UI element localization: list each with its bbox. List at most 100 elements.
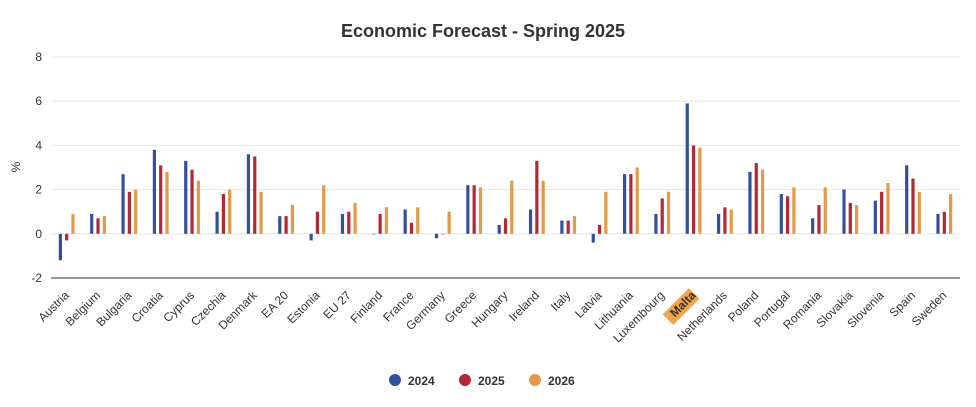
bar-2024-lithuania[interactable] xyxy=(622,174,627,234)
bar-2026-bulgaria[interactable] xyxy=(134,189,138,234)
bar-2026-netherlands[interactable] xyxy=(729,209,733,234)
bar-2026-latvia[interactable] xyxy=(604,191,608,234)
bar-2024-ireland[interactable] xyxy=(528,209,533,234)
bar-2024-greece[interactable] xyxy=(466,185,470,234)
bar-2026-portugal[interactable] xyxy=(792,187,796,234)
bar-2025-luxembourg[interactable] xyxy=(660,198,664,234)
bar-2024-germany[interactable] xyxy=(434,233,439,239)
bar-2025-ireland[interactable] xyxy=(535,160,539,234)
bar-2024-malta[interactable] xyxy=(685,103,689,234)
bar-2024-latvia[interactable] xyxy=(591,233,595,243)
bar-2025-romania[interactable] xyxy=(817,205,821,234)
bar-2026-france[interactable] xyxy=(416,207,420,234)
bar-2026-sweden[interactable] xyxy=(949,194,953,234)
bar-2024-czechia[interactable] xyxy=(215,211,219,234)
bar-2025-belgium[interactable] xyxy=(96,218,100,234)
bar-2026-spain[interactable] xyxy=(917,191,921,234)
legend-label-2024[interactable]: 2024 xyxy=(408,374,435,388)
bar-2024-slovakia[interactable] xyxy=(842,189,846,234)
bar-2025-estonia[interactable] xyxy=(315,211,320,234)
bar-2026-finland[interactable] xyxy=(384,207,389,234)
bar-2024-croatia[interactable] xyxy=(152,149,157,234)
bar-2025-netherlands[interactable] xyxy=(723,207,727,234)
bar-2026-croatia[interactable] xyxy=(165,171,169,234)
bar-2025-croatia[interactable] xyxy=(159,165,163,234)
bar-2026-czechia[interactable] xyxy=(228,189,232,234)
legend-label-2025[interactable]: 2025 xyxy=(478,374,505,388)
y-tick-label: 0 xyxy=(35,227,42,241)
bar-2024-hungary[interactable] xyxy=(497,224,501,234)
bar-2024-slovenia[interactable] xyxy=(873,200,877,234)
bar-2025-portugal[interactable] xyxy=(786,196,790,234)
bar-2025-austria[interactable] xyxy=(65,233,69,241)
bar-2026-luxembourg[interactable] xyxy=(666,191,671,234)
bar-2026-lithuania[interactable] xyxy=(635,167,639,234)
legend-label-2026[interactable]: 2026 xyxy=(548,374,575,388)
x-category: Sweden xyxy=(909,288,950,329)
bar-2026-slovakia[interactable] xyxy=(854,205,859,234)
bar-2025-italy[interactable] xyxy=(566,220,570,234)
bar-2024-austria[interactable] xyxy=(58,233,62,261)
bar-2026-ireland[interactable] xyxy=(541,180,545,234)
bar-2025-cyprus[interactable] xyxy=(190,169,194,234)
bar-2024-italy[interactable] xyxy=(560,220,564,234)
bar-2026-slovenia[interactable] xyxy=(886,182,890,234)
bar-2025-denmark[interactable] xyxy=(253,156,257,234)
bar-2025-ea-20[interactable] xyxy=(284,216,288,234)
bar-2026-italy[interactable] xyxy=(572,216,577,234)
bar-2026-hungary[interactable] xyxy=(510,180,514,234)
bar-2024-france[interactable] xyxy=(403,209,407,234)
bar-2025-bulgaria[interactable] xyxy=(127,191,131,234)
y-tick-label: -2 xyxy=(31,271,42,285)
bar-2025-hungary[interactable] xyxy=(503,218,508,234)
bar-2026-ea-20[interactable] xyxy=(290,205,294,234)
bar-2025-poland[interactable] xyxy=(754,163,758,234)
x-tick-label: Estonia xyxy=(284,288,322,326)
bar-2026-greece[interactable] xyxy=(478,187,483,234)
bar-2025-lithuania[interactable] xyxy=(629,174,633,234)
bar-2025-czechia[interactable] xyxy=(221,194,225,234)
bar-2025-sweden[interactable] xyxy=(942,211,946,234)
bar-2026-estonia[interactable] xyxy=(322,185,326,234)
bar-2024-denmark[interactable] xyxy=(246,154,251,234)
bar-2026-denmark[interactable] xyxy=(259,191,263,234)
bar-2025-finland[interactable] xyxy=(378,213,382,234)
bar-2024-luxembourg[interactable] xyxy=(654,213,658,234)
bar-2025-spain[interactable] xyxy=(911,178,915,234)
bar-2026-austria[interactable] xyxy=(71,213,75,234)
bar-2024-poland[interactable] xyxy=(748,171,752,234)
bar-2026-germany[interactable] xyxy=(447,211,451,234)
bar-2026-malta[interactable] xyxy=(698,147,702,234)
bar-2026-poland[interactable] xyxy=(760,169,765,234)
bar-2026-cyprus[interactable] xyxy=(196,180,200,234)
bar-2024-belgium[interactable] xyxy=(90,213,94,234)
bar-2024-ea-20[interactable] xyxy=(278,216,282,234)
bar-2024-sweden[interactable] xyxy=(936,213,940,234)
bar-2025-malta[interactable] xyxy=(691,145,696,234)
bar-2024-cyprus[interactable] xyxy=(184,160,188,234)
bar-2026-eu-27[interactable] xyxy=(353,202,357,234)
y-tick-label: 4 xyxy=(35,138,42,152)
bar-2024-netherlands[interactable] xyxy=(717,213,721,234)
bar-2024-spain[interactable] xyxy=(905,165,909,234)
bar-2024-estonia[interactable] xyxy=(309,233,313,241)
bar-2026-belgium[interactable] xyxy=(102,216,106,234)
bar-2025-germany[interactable] xyxy=(441,233,445,235)
bar-2024-eu-27[interactable] xyxy=(340,213,345,234)
bar-2025-greece[interactable] xyxy=(472,185,476,234)
bar-2025-france[interactable] xyxy=(409,222,414,234)
legend-marker-2025 xyxy=(459,374,471,386)
bar-2025-eu-27[interactable] xyxy=(347,211,351,234)
bar-2024-finland[interactable] xyxy=(372,233,376,235)
bar-2024-bulgaria[interactable] xyxy=(121,174,125,234)
y-tick-label: 8 xyxy=(35,50,42,64)
bar-2025-slovakia[interactable] xyxy=(848,202,852,234)
y-axis-ticks: 8 6 4 2 0 -2 xyxy=(31,50,42,285)
bar-2024-portugal[interactable] xyxy=(779,194,783,234)
x-category: Ireland xyxy=(506,288,542,324)
legend-marker-2024 xyxy=(389,374,401,386)
bar-2025-latvia[interactable] xyxy=(597,224,602,234)
bar-2024-romania[interactable] xyxy=(811,218,815,234)
bar-2025-slovenia[interactable] xyxy=(880,191,884,234)
bar-2026-romania[interactable] xyxy=(823,187,827,234)
